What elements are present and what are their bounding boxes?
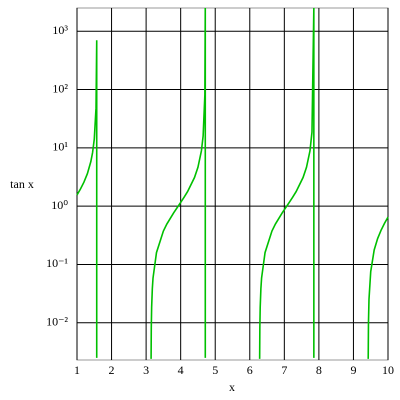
x-tick-label: 3 (143, 363, 149, 377)
y-tick-label: 10⁻¹ (46, 256, 68, 270)
x-tick-label: 2 (109, 363, 115, 377)
tan-curve (76, 7, 389, 359)
y-tick-label: 10⁰ (51, 198, 68, 212)
y-tick-label: 10¹ (52, 140, 68, 154)
x-tick-label: 8 (316, 363, 322, 377)
y-tick-label: 10² (52, 81, 68, 95)
x-tick-label: 4 (178, 363, 184, 377)
x-tick-label: 9 (350, 363, 356, 377)
x-axis-label: x (229, 380, 235, 394)
y-tick-label: 10⁻² (46, 315, 68, 329)
y-axis-label: tan x (10, 177, 34, 191)
x-tick-label: 10 (382, 363, 394, 377)
x-tick-label: 1 (74, 363, 80, 377)
x-tick-label: 5 (212, 363, 218, 377)
x-tick-label: 6 (247, 363, 253, 377)
x-tick-label: 7 (281, 363, 287, 377)
y-tick-label: 10³ (52, 23, 68, 37)
